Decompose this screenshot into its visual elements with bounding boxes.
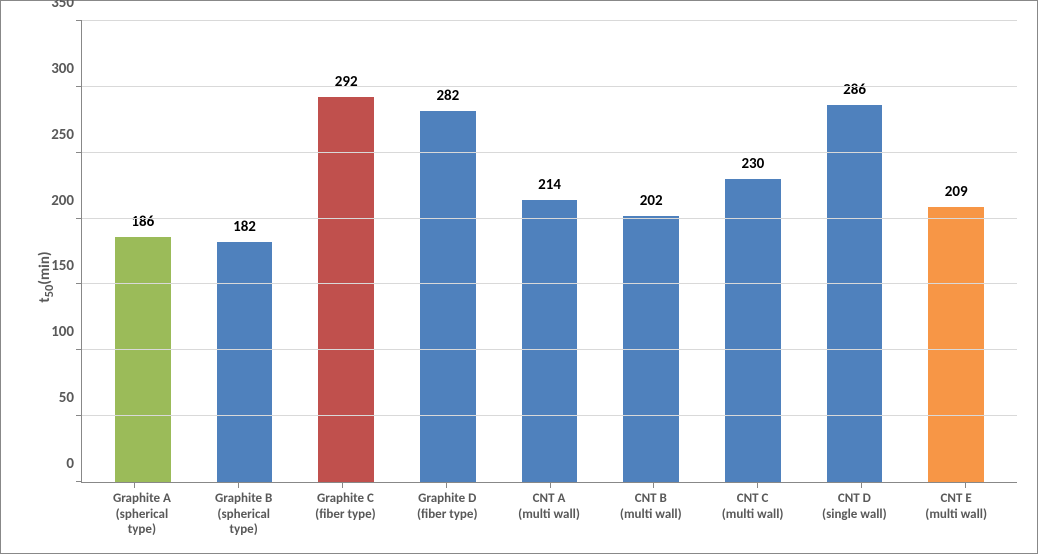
bar-slot: 202 bbox=[600, 21, 702, 482]
y-axis-label-pre: t bbox=[36, 297, 54, 302]
gridline bbox=[82, 86, 1017, 87]
x-axis-category-label: CNT A(multi wall) bbox=[498, 483, 600, 553]
y-tick-label: 50 bbox=[59, 389, 74, 407]
bar: 230 bbox=[725, 179, 781, 482]
x-axis-category-label: CNT D(single wall) bbox=[803, 483, 905, 553]
bar-slot: 182 bbox=[194, 21, 296, 482]
y-tick-mark bbox=[76, 152, 82, 153]
y-tick-mark bbox=[76, 283, 82, 284]
bar-value-label: 186 bbox=[131, 213, 154, 231]
bar-value-label: 182 bbox=[233, 218, 256, 236]
bar-value-label: 214 bbox=[538, 176, 561, 194]
y-tick-label: 200 bbox=[51, 192, 74, 210]
bar: 282 bbox=[420, 111, 476, 482]
y-tick-mark bbox=[76, 481, 82, 482]
x-axis-labels: Graphite A(sphericaltype)Graphite B(sphe… bbox=[81, 483, 1017, 553]
x-axis-category-label: Graphite C(fiber type) bbox=[295, 483, 397, 553]
bars-wrap: 186 182 292 282 214 202 230 286 209 bbox=[82, 21, 1017, 482]
y-tick-label: 0 bbox=[66, 455, 74, 473]
y-tick-mark bbox=[76, 218, 82, 219]
y-tick-mark bbox=[76, 349, 82, 350]
x-axis-category-label: Graphite D(fiber type) bbox=[396, 483, 498, 553]
gridline bbox=[82, 415, 1017, 416]
bar: 214 bbox=[522, 200, 578, 482]
bar: 182 bbox=[217, 242, 273, 482]
bar: 186 bbox=[115, 237, 171, 482]
y-tick-label: 150 bbox=[51, 257, 74, 275]
y-tick-mark bbox=[76, 86, 82, 87]
x-axis-category-label: CNT B(multi wall) bbox=[600, 483, 702, 553]
gridline bbox=[82, 283, 1017, 284]
bar-value-label: 282 bbox=[436, 87, 459, 105]
bar-value-label: 286 bbox=[843, 81, 866, 99]
bar-value-label: 209 bbox=[945, 183, 968, 201]
bar: 292 bbox=[318, 97, 374, 482]
gridline bbox=[82, 218, 1017, 219]
bar: 286 bbox=[827, 105, 883, 482]
x-axis-category-label: Graphite B(sphericaltype) bbox=[193, 483, 295, 553]
y-tick-label: 250 bbox=[51, 126, 74, 144]
plot-area: 186182292282214202230286209 050100150200… bbox=[81, 21, 1017, 483]
x-axis-category-label: CNT C(multi wall) bbox=[702, 483, 804, 553]
y-tick-mark bbox=[76, 415, 82, 416]
y-tick-label: 100 bbox=[51, 323, 74, 341]
bar-slot: 282 bbox=[397, 21, 499, 482]
bar-slot: 230 bbox=[702, 21, 804, 482]
bar-slot: 186 bbox=[92, 21, 194, 482]
bar-slot: 209 bbox=[905, 21, 1007, 482]
bar-value-label: 230 bbox=[741, 155, 764, 173]
bar-slot: 214 bbox=[499, 21, 601, 482]
bar-value-label: 202 bbox=[640, 192, 663, 210]
x-axis-category-label: CNT E(multi wall) bbox=[905, 483, 1007, 553]
gridline bbox=[82, 152, 1017, 153]
bar-chart: t50(min) 186182292282214202230286209 050… bbox=[0, 0, 1038, 554]
bar-slot: 292 bbox=[295, 21, 397, 482]
bar-slot: 286 bbox=[804, 21, 906, 482]
y-tick-mark bbox=[76, 20, 82, 21]
y-axis-label-sub: 50 bbox=[42, 285, 57, 298]
bar: 209 bbox=[928, 207, 984, 482]
bar-value-label: 292 bbox=[335, 73, 358, 91]
x-axis-category-label: Graphite A(sphericaltype) bbox=[91, 483, 193, 553]
y-tick-label: 300 bbox=[51, 60, 74, 78]
gridline bbox=[82, 349, 1017, 350]
gridline bbox=[82, 20, 1017, 21]
y-tick-label: 350 bbox=[51, 0, 74, 12]
